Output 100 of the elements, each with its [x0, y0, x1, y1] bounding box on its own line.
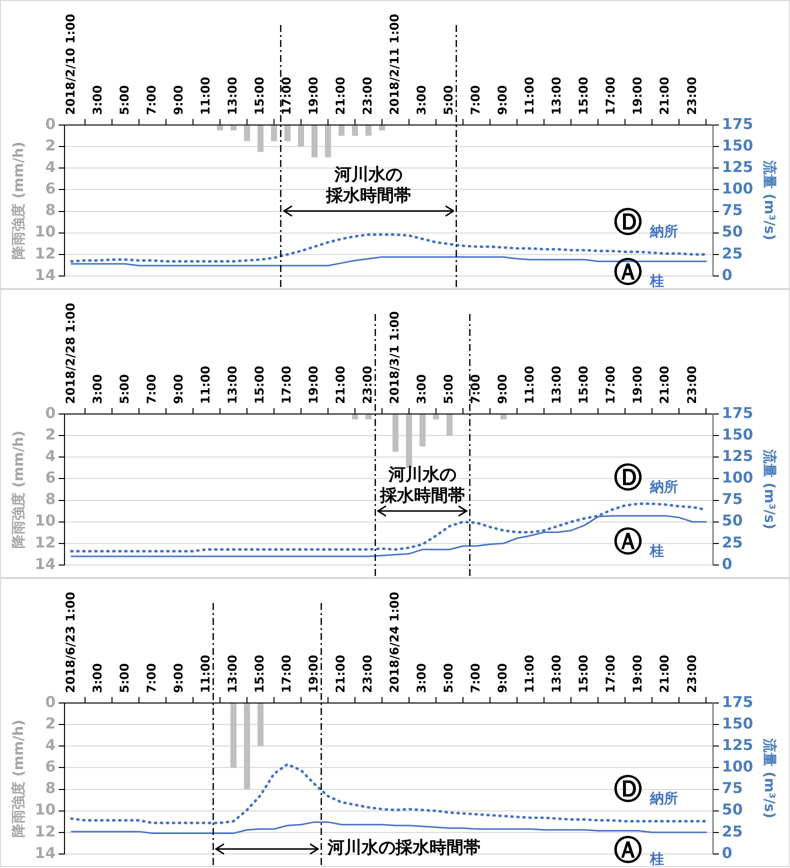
x-tick-label: 3:00	[90, 663, 105, 693]
y-tick-label: 14	[34, 266, 56, 284]
x-tick-label: 7:00	[144, 663, 159, 693]
x-tick-label: 11:00	[198, 366, 213, 404]
y2-tick-label: 0	[722, 554, 732, 573]
x-tick-label: 23:00	[684, 366, 699, 404]
x-tick-label: 15:00	[576, 366, 591, 404]
x-tick-label: 23:00	[684, 76, 699, 115]
bar	[257, 126, 264, 152]
x-tick-label: 15:00	[252, 76, 267, 115]
y-tick-label: 14	[34, 554, 56, 573]
bar	[365, 414, 372, 420]
y2-tick-label: 100	[722, 180, 754, 198]
y-tick-label: 10	[34, 800, 56, 819]
y-tick-label: 0	[45, 404, 56, 422]
y2-tick-label: 75	[722, 201, 743, 220]
y-axis-title: 降雨強度 (mm/h)	[10, 720, 28, 838]
y2-tick-label: 175	[722, 692, 754, 711]
y2-tick-label: 0	[722, 266, 732, 284]
y-tick-label: 4	[45, 736, 56, 754]
x-tick-label: 15:00	[252, 366, 267, 404]
x-tick-label: 5:00	[118, 85, 132, 115]
x-tick-label: 7:00	[468, 663, 483, 693]
series-label: Ⓐ桂	[614, 525, 664, 560]
x-tick-label: 17:00	[604, 654, 618, 693]
y2-tick-label: 125	[722, 736, 754, 754]
series-label: Ⓐ桂	[614, 833, 664, 868]
x-tick-label: 9:00	[496, 663, 510, 693]
bar	[352, 126, 358, 136]
y-tick-label: 12	[34, 533, 56, 552]
y2-tick-label: 100	[722, 468, 754, 487]
x-tick-label: 11:00	[522, 76, 537, 115]
x-tick-label: 9:00	[496, 374, 510, 404]
x-tick-label: 21:00	[334, 76, 348, 115]
x-tick-label: 17:00	[604, 366, 618, 404]
x-tick-label: 19:00	[306, 654, 321, 693]
x-tick-label: 9:00	[172, 85, 186, 115]
x-tick-label: 7:00	[144, 85, 159, 115]
y2-tick-label: 75	[722, 490, 743, 508]
y2-axis-title: 流量 (m³/s)	[760, 448, 778, 530]
y2-tick-label: 100	[722, 758, 754, 776]
x-tick-label: 3:00	[90, 374, 105, 404]
x-tick-label: 13:00	[226, 366, 240, 404]
x-tick-label: 19:00	[630, 366, 645, 404]
x-tick-label: 3:00	[414, 374, 429, 404]
y2-tick-label: 150	[722, 714, 754, 732]
x-tick-label: 7:00	[468, 85, 483, 115]
bar	[324, 126, 332, 158]
x-tick-label: 9:00	[172, 663, 186, 693]
bar	[311, 126, 318, 158]
x-tick-label: 11:00	[198, 654, 213, 693]
y-axis-title: 降雨強度 (mm/h)	[10, 430, 28, 548]
x-tick-label: 19:00	[630, 654, 645, 693]
y2-tick-label: 175	[722, 404, 754, 422]
x-tick-label: 11:00	[522, 366, 537, 404]
bar	[270, 126, 278, 142]
series-label: Ⓓ納所	[614, 461, 678, 496]
y2-tick-label: 0	[722, 844, 732, 862]
x-tick-label: 5:00	[442, 85, 456, 115]
x-tick-label: 2018/2/28 1:00	[64, 302, 78, 404]
bar	[338, 126, 345, 136]
y-tick-label: 4	[45, 447, 56, 466]
y2-tick-label: 75	[722, 779, 743, 798]
y2-tick-label: 25	[722, 244, 743, 262]
y2-tick-label: 175	[722, 114, 754, 133]
y-tick-label: 12	[34, 244, 56, 262]
bar	[244, 126, 250, 142]
bar	[230, 704, 237, 768]
x-tick-label: 13:00	[550, 366, 564, 404]
x-tick-label: 17:00	[280, 76, 294, 115]
y-axis-title: 降雨強度 (mm/h)	[10, 142, 28, 260]
y2-tick-label: 125	[722, 158, 754, 176]
x-tick-label: 5:00	[442, 663, 456, 693]
bar	[392, 414, 399, 452]
x-tick-label: 21:00	[658, 654, 672, 693]
annotation: 河川水の採水時間帯	[380, 465, 466, 508]
x-tick-label: 5:00	[118, 663, 132, 693]
x-tick-label: 2018/3/1 1:00	[388, 311, 402, 404]
line-series	[70, 762, 708, 824]
x-tick-label: 7:00	[468, 374, 483, 404]
x-tick-label: 11:00	[198, 76, 213, 115]
bar	[216, 126, 224, 130]
y2-tick-label: 25	[722, 533, 743, 552]
x-tick-label: 21:00	[334, 654, 348, 693]
series-label: Ⓓ納所	[614, 206, 678, 240]
bar	[298, 126, 304, 147]
x-tick-label: 2018/2/10 1:00	[64, 14, 78, 115]
y-tick-label: 0	[45, 692, 56, 711]
bar	[352, 414, 358, 420]
bar	[500, 414, 507, 420]
bar	[257, 704, 264, 746]
bar	[244, 704, 250, 790]
bar	[378, 126, 386, 130]
x-tick-label: 3:00	[90, 85, 105, 115]
bar	[446, 414, 453, 436]
y-tick-label: 0	[45, 114, 56, 133]
x-tick-label: 17:00	[604, 76, 618, 115]
y2-tick-label: 150	[722, 136, 754, 154]
y-tick-label: 6	[45, 180, 56, 198]
y-tick-label: 12	[34, 822, 56, 840]
